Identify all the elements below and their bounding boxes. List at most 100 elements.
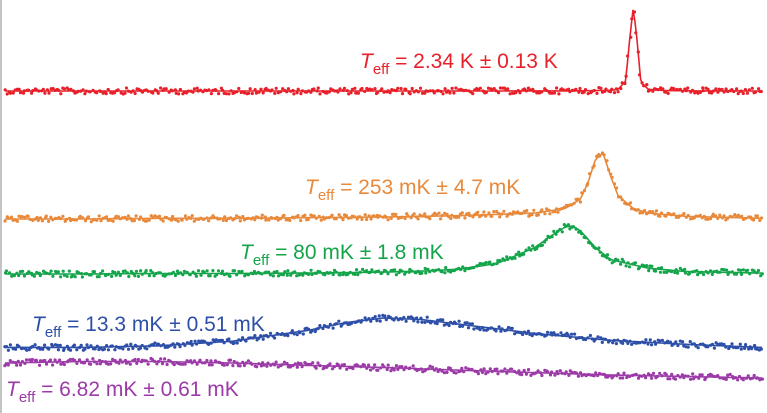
data-point bbox=[43, 358, 47, 363]
data-point bbox=[139, 269, 143, 273]
data-point bbox=[157, 214, 162, 218]
data-point bbox=[95, 362, 99, 366]
data-point bbox=[261, 337, 265, 341]
data-point bbox=[369, 368, 373, 372]
data-point bbox=[428, 364, 432, 368]
data-point bbox=[199, 273, 203, 277]
data-point bbox=[32, 274, 37, 278]
data-point bbox=[111, 357, 115, 361]
data-point bbox=[183, 362, 187, 366]
data-point bbox=[331, 272, 335, 277]
data-point bbox=[726, 373, 730, 377]
data-point bbox=[301, 332, 305, 336]
data-point bbox=[131, 346, 135, 350]
data-point bbox=[746, 268, 750, 272]
data-point bbox=[254, 91, 258, 95]
data-point bbox=[440, 270, 444, 274]
data-point bbox=[338, 366, 342, 370]
data-point bbox=[51, 87, 55, 91]
data-point bbox=[520, 373, 524, 377]
data-point bbox=[546, 330, 550, 334]
data-point bbox=[709, 373, 714, 377]
data-point bbox=[373, 315, 377, 319]
data-point bbox=[708, 217, 713, 221]
data-point bbox=[286, 87, 290, 91]
data-point bbox=[578, 200, 583, 204]
data-point bbox=[686, 86, 690, 90]
data-point bbox=[267, 218, 271, 222]
label-symbol: T bbox=[32, 313, 47, 336]
data-point bbox=[356, 91, 360, 95]
data-point bbox=[290, 329, 294, 333]
data-point bbox=[443, 271, 447, 275]
data-point bbox=[566, 223, 571, 227]
data-point bbox=[164, 87, 168, 91]
data-point bbox=[658, 371, 662, 375]
data-point bbox=[43, 343, 47, 347]
data-point bbox=[221, 218, 225, 222]
data-point bbox=[586, 92, 590, 96]
data-point bbox=[527, 246, 531, 250]
data-point bbox=[312, 214, 316, 218]
data-point bbox=[176, 219, 180, 223]
data-point bbox=[8, 343, 12, 347]
data-point bbox=[105, 215, 109, 219]
data-point bbox=[38, 347, 42, 351]
data-point bbox=[113, 348, 117, 352]
data-point bbox=[325, 91, 329, 95]
data-point bbox=[449, 216, 453, 221]
data-point bbox=[722, 268, 726, 272]
data-point bbox=[450, 86, 454, 90]
data-point bbox=[237, 86, 241, 91]
data-point bbox=[30, 91, 34, 95]
data-point bbox=[683, 267, 687, 271]
data-point bbox=[757, 87, 761, 91]
data-point bbox=[404, 319, 408, 323]
data-point bbox=[706, 217, 710, 221]
data-point bbox=[730, 342, 734, 346]
data-point bbox=[360, 86, 364, 91]
data-point bbox=[161, 219, 165, 223]
data-point bbox=[238, 364, 242, 368]
data-point bbox=[514, 91, 518, 95]
data-point bbox=[393, 268, 397, 272]
data-point bbox=[758, 218, 762, 223]
data-point bbox=[123, 91, 127, 95]
data-point bbox=[133, 357, 137, 362]
data-point bbox=[651, 210, 655, 214]
data-point bbox=[755, 214, 760, 218]
data-point bbox=[72, 343, 76, 347]
data-point bbox=[147, 218, 151, 222]
data-point bbox=[568, 227, 572, 231]
data-point bbox=[282, 213, 286, 217]
fit-line bbox=[5, 9, 762, 92]
data-point bbox=[543, 212, 547, 216]
data-point bbox=[292, 92, 296, 96]
data-point bbox=[420, 91, 425, 95]
data-point bbox=[58, 358, 62, 362]
data-point bbox=[285, 273, 289, 277]
data-point bbox=[555, 86, 559, 90]
data-point bbox=[739, 268, 743, 272]
data-point bbox=[220, 269, 225, 273]
data-point bbox=[408, 92, 412, 96]
data-point bbox=[518, 91, 522, 95]
data-point bbox=[73, 275, 77, 279]
data-point bbox=[151, 91, 155, 95]
data-point bbox=[394, 212, 398, 217]
data-point bbox=[295, 333, 299, 337]
data-point bbox=[445, 370, 449, 374]
data-point bbox=[448, 91, 452, 95]
data-point bbox=[67, 269, 71, 273]
data-point bbox=[522, 87, 527, 91]
data-point bbox=[373, 87, 377, 91]
data-point bbox=[651, 371, 656, 375]
data-point bbox=[513, 256, 517, 260]
data-point bbox=[369, 217, 373, 221]
data-point bbox=[18, 363, 23, 367]
data-point bbox=[449, 270, 453, 274]
data-point bbox=[540, 373, 544, 378]
data-point bbox=[299, 92, 303, 96]
data-point bbox=[430, 365, 435, 369]
data-point bbox=[464, 366, 468, 370]
